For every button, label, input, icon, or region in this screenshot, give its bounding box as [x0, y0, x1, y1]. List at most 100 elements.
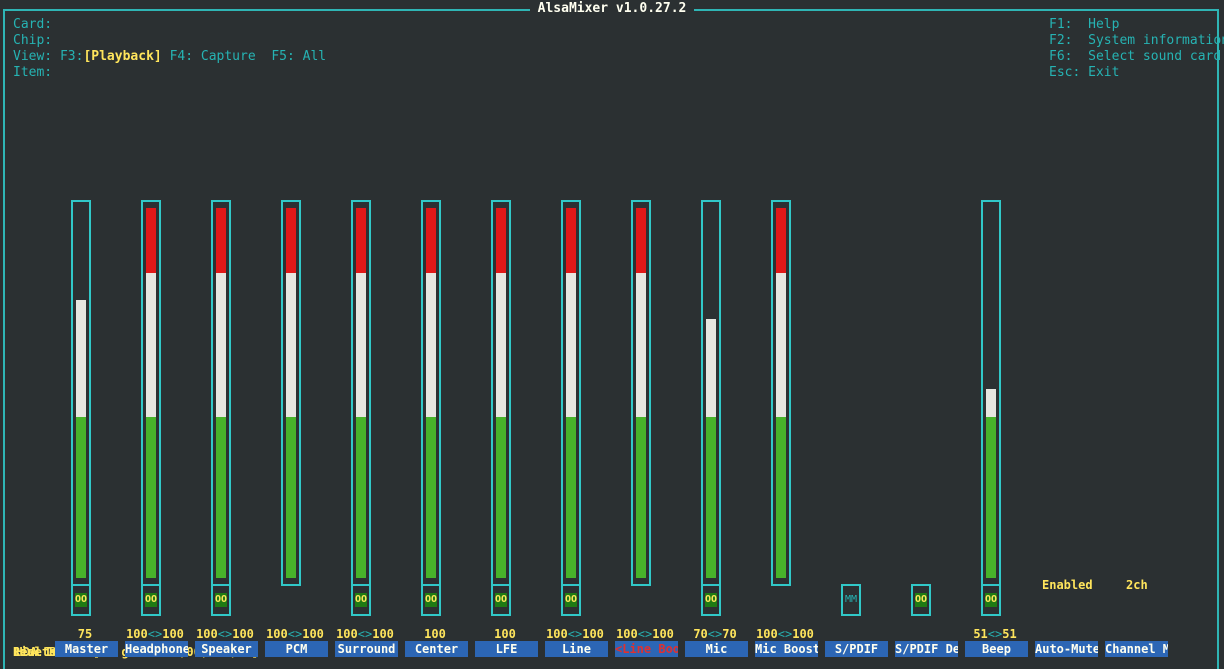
mute-switch[interactable]: MM	[841, 584, 861, 616]
control-auto-mute[interactable]: Enabled Auto-Mute	[1035, 0, 1105, 669]
volume-fill	[496, 417, 506, 578]
volume-value: 75	[77, 627, 93, 641]
volume-value: 100	[494, 627, 516, 641]
control-name[interactable]: Speaker	[195, 641, 258, 657]
volume-fill	[216, 208, 226, 273]
key-help: F1: Help F2: System information F6: Sele…	[1049, 17, 1224, 81]
control-speaker[interactable]: OO 100<>100 Speaker	[195, 0, 265, 669]
volume-fill	[76, 300, 86, 417]
volume-fill	[286, 273, 296, 417]
volume-bar[interactable]	[71, 200, 91, 586]
volume-value: 100<>100	[546, 627, 604, 641]
volume-bar[interactable]	[701, 200, 721, 586]
control-name[interactable]: Center	[405, 641, 468, 657]
control-name[interactable]: Surround	[335, 641, 398, 657]
volume-fill	[636, 273, 646, 417]
control-master[interactable]: OO 75 Master	[55, 0, 125, 669]
volume-fill	[426, 417, 436, 578]
view-playback[interactable]: [Playback]	[83, 49, 162, 64]
key-f2[interactable]: F2: System information	[1049, 33, 1224, 48]
control-s-pdif-de[interactable]: OO S/PDIF De	[895, 0, 965, 669]
volume-value: 100<>100	[336, 627, 394, 641]
volume-bar[interactable]	[981, 200, 1001, 586]
control-name[interactable]: LFE	[475, 641, 538, 657]
volume-bar[interactable]	[351, 200, 371, 586]
volume-value: 100	[424, 627, 446, 641]
control-name[interactable]: S/PDIF	[825, 641, 888, 657]
key-f1[interactable]: F1: Help	[1049, 17, 1120, 32]
mute-switch[interactable]: OO	[211, 584, 231, 616]
volume-fill	[146, 208, 156, 273]
volume-bar[interactable]	[771, 200, 791, 586]
mute-switch[interactable]: OO	[561, 584, 581, 616]
mute-switch[interactable]: OO	[701, 584, 721, 616]
volume-bar[interactable]	[631, 200, 651, 586]
key-f6[interactable]: F6: Select sound card	[1049, 49, 1222, 64]
view-capture[interactable]: F4: Capture	[169, 49, 256, 64]
volume-fill	[776, 273, 786, 417]
app-title: AlsaMixer v1.0.27.2	[0, 1, 1224, 16]
mute-switch[interactable]: OO	[141, 584, 161, 616]
control-name[interactable]: Line	[545, 641, 608, 657]
control-name[interactable]: Master	[55, 641, 118, 657]
control-name[interactable]: Mic	[685, 641, 748, 657]
control-name[interactable]: Headphone	[125, 641, 188, 657]
control-s-pdif[interactable]: MM S/PDIF	[825, 0, 895, 669]
volume-bar[interactable]	[421, 200, 441, 586]
volume-fill	[776, 417, 786, 578]
control-surround[interactable]: OO 100<>100 Surround	[335, 0, 405, 669]
volume-fill	[496, 208, 506, 273]
volume-fill	[566, 417, 576, 578]
volume-fill	[286, 208, 296, 273]
control-mic-boost[interactable]: 100<>100 Mic Boost	[755, 0, 825, 669]
control-headphone[interactable]: OO 100<>100 Headphone	[125, 0, 195, 669]
enum-value[interactable]: Enabled	[1042, 578, 1093, 592]
volume-value: 100<>100	[616, 627, 674, 641]
mute-state: OO	[495, 593, 508, 607]
volume-fill	[356, 417, 366, 578]
control-name[interactable]: Auto-Mute	[1035, 641, 1098, 657]
mute-switch[interactable]: OO	[981, 584, 1001, 616]
mute-state: OO	[355, 593, 368, 607]
volume-fill	[636, 208, 646, 273]
control-name[interactable]: Mic Boost	[755, 641, 818, 657]
control-line-boos[interactable]: 100<>100<Line Boos>	[615, 0, 685, 669]
control-line[interactable]: OO 100<>100 Line	[545, 0, 615, 669]
volume-bar[interactable]	[281, 200, 301, 586]
volume-value: 51<>51	[973, 627, 1017, 641]
mute-switch[interactable]: OO	[71, 584, 91, 616]
control-mic[interactable]: OO 70<>70 Mic	[685, 0, 755, 669]
mute-switch[interactable]: OO	[421, 584, 441, 616]
volume-bar[interactable]	[141, 200, 161, 586]
volume-value: 100<>100	[266, 627, 324, 641]
mute-state: OO	[215, 593, 228, 607]
mute-state: OO	[705, 593, 718, 607]
control-name[interactable]: S/PDIF De	[895, 641, 958, 657]
enum-value[interactable]: 2ch	[1126, 578, 1148, 592]
volume-fill	[496, 273, 506, 417]
key-esc[interactable]: Esc: Exit	[1049, 65, 1120, 80]
control-channel-m[interactable]: 2ch Channel M	[1105, 0, 1175, 669]
volume-bar[interactable]	[211, 200, 231, 586]
mute-state: OO	[145, 593, 158, 607]
volume-bar[interactable]	[491, 200, 511, 586]
mute-state: OO	[75, 593, 88, 607]
volume-fill	[146, 417, 156, 578]
control-name[interactable]: Beep	[965, 641, 1028, 657]
view-all[interactable]: F5: All	[271, 49, 327, 64]
volume-fill	[146, 273, 156, 417]
control-name[interactable]: <Line Boos>	[615, 641, 678, 657]
volume-fill	[566, 273, 576, 417]
control-beep[interactable]: OO 51<>51 Beep	[965, 0, 1035, 669]
volume-bar[interactable]	[561, 200, 581, 586]
control-center[interactable]: OO 100 Center	[405, 0, 475, 669]
control-name[interactable]: Channel M	[1105, 641, 1168, 657]
mute-switch[interactable]: OO	[911, 584, 931, 616]
control-name[interactable]: PCM	[265, 641, 328, 657]
mute-state: OO	[425, 593, 438, 607]
volume-fill	[356, 273, 366, 417]
mute-switch[interactable]: OO	[491, 584, 511, 616]
mute-switch[interactable]: OO	[351, 584, 371, 616]
control-lfe[interactable]: OO 100 LFE	[475, 0, 545, 669]
control-pcm[interactable]: 100<>100 PCM	[265, 0, 335, 669]
